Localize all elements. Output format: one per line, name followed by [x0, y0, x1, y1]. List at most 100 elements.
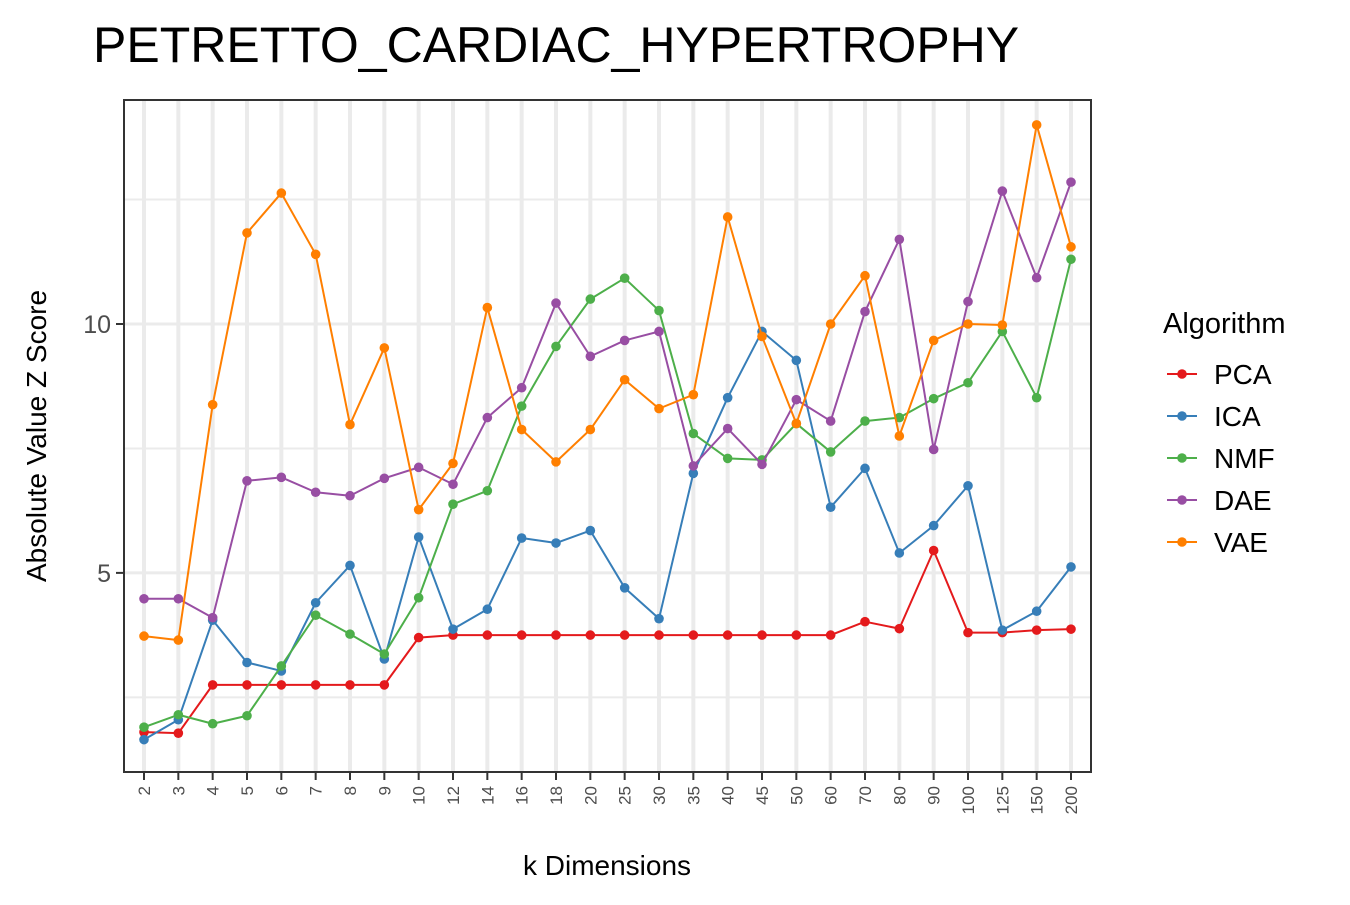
data-point-vae: [482, 302, 493, 313]
data-point-nmf: [1031, 392, 1042, 403]
data-point-pca: [379, 680, 390, 690]
data-point-dae: [448, 479, 458, 490]
data-point-vae: [516, 424, 527, 435]
series-line-nmf: [143, 259, 1072, 729]
data-point-vae: [722, 212, 733, 222]
plot-panel-border: [123, 99, 1092, 773]
legend-label-nmf: NMF: [1214, 443, 1275, 474]
data-point-vae: [860, 270, 870, 281]
data-point-pca: [1031, 625, 1042, 635]
data-point-pca: [413, 632, 424, 643]
data-point-dae: [139, 593, 149, 604]
data-point-dae: [242, 476, 252, 486]
data-point-nmf: [516, 401, 527, 411]
data-point-dae: [928, 444, 939, 455]
y-tick-label: 5: [97, 560, 111, 588]
data-point-nmf: [825, 447, 836, 457]
x-tick-label: 40: [719, 786, 738, 805]
legend-marker-vae: [1177, 537, 1187, 547]
x-axis-label: k Dimensions: [523, 850, 691, 881]
data-point-ica: [482, 604, 493, 615]
data-point-ica: [860, 463, 870, 474]
data-point-dae: [1031, 272, 1042, 283]
data-point-nmf: [448, 499, 458, 509]
x-tick-label: 8: [341, 786, 360, 795]
data-point-vae: [276, 188, 287, 198]
data-point-pca: [619, 630, 630, 640]
data-point-dae: [276, 472, 287, 483]
legend-item-dae: DAE: [1167, 485, 1272, 516]
x-tick-label: 100: [959, 786, 978, 814]
data-point-vae: [585, 424, 596, 435]
x-tick-label: 4: [204, 786, 223, 795]
data-point-dae: [482, 412, 493, 423]
data-point-nmf: [1066, 254, 1076, 265]
x-tick-label: 14: [478, 786, 497, 805]
data-point-pca: [585, 630, 596, 640]
data-point-nmf: [860, 416, 870, 426]
legend-marker-ica: [1177, 411, 1187, 421]
data-point-nmf: [482, 485, 493, 496]
data-point-ica: [551, 538, 561, 548]
x-tick-label: 30: [650, 786, 669, 805]
x-tick-label: 12: [444, 786, 463, 805]
data-point-nmf: [654, 305, 664, 316]
data-point-ica: [310, 597, 321, 608]
data-point-pca: [688, 630, 699, 640]
data-point-ica: [345, 560, 355, 571]
data-point-ica: [413, 532, 424, 542]
data-point-nmf: [207, 718, 218, 729]
data-point-vae: [345, 419, 355, 430]
x-tick-label: 3: [169, 786, 188, 795]
legend: Algorithm PCA ICA NMF DAE VAE: [1163, 308, 1286, 558]
legend-marker-pca: [1177, 369, 1187, 379]
data-point-pca: [825, 630, 836, 640]
data-point-ica: [585, 525, 596, 536]
legend-items: PCA ICA NMF DAE VAE: [1167, 359, 1275, 558]
data-point-dae: [894, 234, 905, 245]
data-point-nmf: [379, 649, 390, 659]
x-tick-label: 16: [513, 786, 532, 805]
data-point-pca: [173, 728, 184, 738]
data-point-ica: [791, 355, 802, 366]
data-point-dae: [173, 593, 184, 604]
data-point-vae: [242, 228, 252, 238]
data-point-pca: [1066, 624, 1076, 634]
data-point-nmf: [894, 412, 905, 423]
data-point-pca: [757, 630, 767, 640]
data-point-nmf: [310, 610, 321, 620]
data-point-nmf: [619, 273, 630, 284]
legend-label-ica: ICA: [1214, 401, 1261, 432]
data-point-nmf: [722, 453, 733, 464]
data-point-nmf: [688, 428, 699, 439]
data-point-ica: [448, 624, 458, 634]
data-point-nmf: [242, 710, 252, 721]
data-point-dae: [207, 612, 218, 623]
data-point-nmf: [173, 709, 184, 720]
data-point-vae: [413, 504, 424, 515]
data-point-nmf: [345, 629, 355, 639]
data-point-nmf: [963, 377, 973, 388]
data-point-ica: [516, 533, 527, 543]
data-point-vae: [757, 331, 767, 342]
data-point-vae: [173, 635, 184, 645]
data-point-pca: [482, 630, 493, 640]
x-tick-label: 70: [856, 786, 875, 805]
data-point-ica: [1031, 606, 1042, 617]
x-tick-label: 2: [135, 786, 154, 795]
data-point-vae: [825, 319, 836, 329]
data-point-vae: [688, 389, 699, 400]
data-point-dae: [860, 306, 870, 317]
data-point-pca: [310, 680, 321, 690]
data-point-nmf: [276, 661, 287, 671]
data-point-ica: [139, 734, 149, 745]
data-point-dae: [516, 382, 527, 393]
data-point-vae: [894, 431, 905, 441]
legend-marker-dae: [1177, 495, 1187, 505]
legend-title: Algorithm: [1163, 308, 1286, 340]
x-tick-label: 10: [410, 786, 429, 805]
data-point-pca: [345, 680, 355, 690]
data-point-pca: [242, 680, 252, 690]
data-point-dae: [619, 335, 630, 346]
data-point-dae: [413, 462, 424, 473]
